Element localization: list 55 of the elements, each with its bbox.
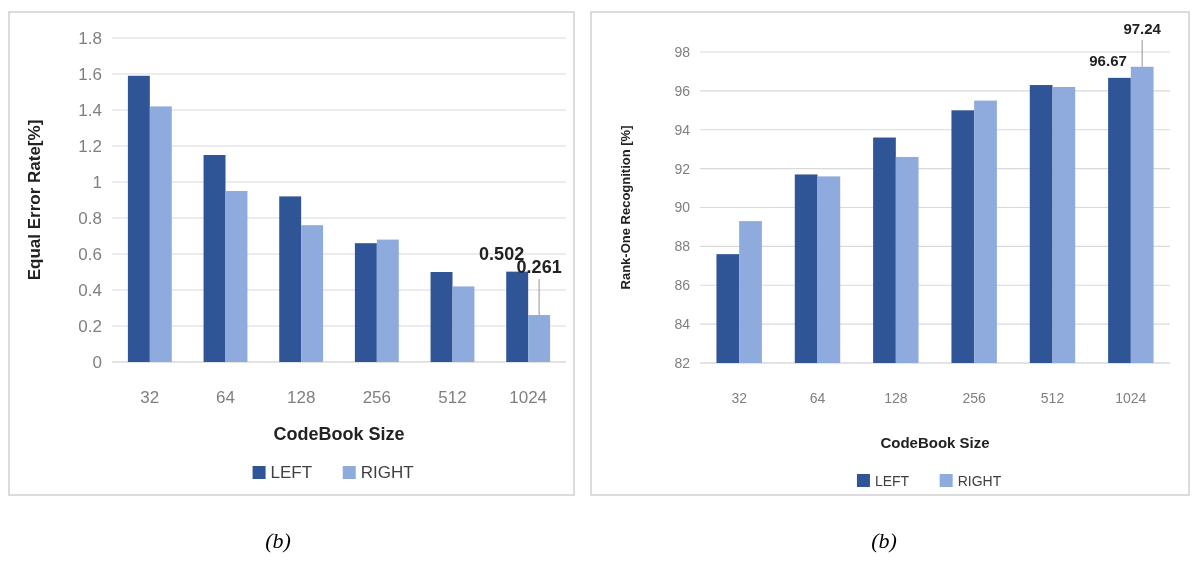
x-tick-label: 512 xyxy=(1040,390,1065,406)
bar xyxy=(528,315,551,362)
y-axis-title: Equal Error Rate[%] xyxy=(25,119,44,281)
annotation: 97.24 xyxy=(1123,20,1162,37)
bar xyxy=(225,191,248,362)
x-tick-label: 128 xyxy=(286,388,316,407)
x-tick-label: 64 xyxy=(216,388,235,407)
annotation: 96.67 xyxy=(1089,51,1127,69)
x-tick-label: 1024 xyxy=(509,388,548,407)
x-tick-label: 64 xyxy=(809,390,826,406)
y-tick-label: 0.8 xyxy=(78,208,102,228)
text: (b) xyxy=(871,528,897,553)
y-tick-label: 94 xyxy=(674,121,691,138)
legend-label: LEFT xyxy=(270,463,313,482)
y-tick-label: 0.4 xyxy=(78,280,102,300)
y-tick-label: 90 xyxy=(674,199,691,216)
x-tick-label: 1024 xyxy=(1115,390,1147,406)
y-tick-label: 0 xyxy=(92,352,102,372)
x-tick-label: 256 xyxy=(962,390,987,406)
text: (b) xyxy=(265,528,291,553)
bar xyxy=(376,239,399,362)
bar xyxy=(452,286,475,362)
y-tick-label: 1.8 xyxy=(78,28,102,48)
y-tick-label: 1.4 xyxy=(78,100,102,120)
x-tick-label: 256 xyxy=(362,388,392,407)
x-tick-label: 32 xyxy=(140,388,160,407)
bar xyxy=(354,243,377,362)
x-axis-title: CodeBook Size xyxy=(273,424,405,444)
bar xyxy=(279,196,302,362)
bar xyxy=(149,106,172,362)
bar xyxy=(506,271,529,362)
y-tick-label: 96 xyxy=(674,82,691,99)
y-tick-label: 92 xyxy=(674,160,691,177)
legend-label: RIGHT xyxy=(957,473,1002,489)
y-tick-label: 0.2 xyxy=(78,316,102,336)
bar xyxy=(430,272,453,362)
y-axis-title: Rank-One Recognition [%] xyxy=(618,125,633,290)
y-tick-label: 84 xyxy=(674,316,691,333)
y-tick-label: 98 xyxy=(674,43,691,60)
y-tick-label: 82 xyxy=(674,354,691,371)
bar xyxy=(127,75,150,362)
legend-label: RIGHT xyxy=(360,463,414,482)
x-tick-label: 128 xyxy=(884,390,908,406)
legend-label: LEFT xyxy=(874,473,910,489)
y-tick-label: 86 xyxy=(674,277,691,294)
x-tick-label: 32 xyxy=(731,390,748,406)
y-tick-label: 1.6 xyxy=(78,64,102,84)
x-axis-title: CodeBook Size xyxy=(880,434,990,451)
bar xyxy=(203,155,226,362)
y-tick-label: 1 xyxy=(92,172,102,192)
y-tick-label: 0.6 xyxy=(78,244,102,264)
bar xyxy=(301,225,324,362)
y-tick-label: 1.2 xyxy=(78,136,102,156)
y-tick-label: 88 xyxy=(674,238,691,255)
x-tick-label: 512 xyxy=(438,388,467,407)
